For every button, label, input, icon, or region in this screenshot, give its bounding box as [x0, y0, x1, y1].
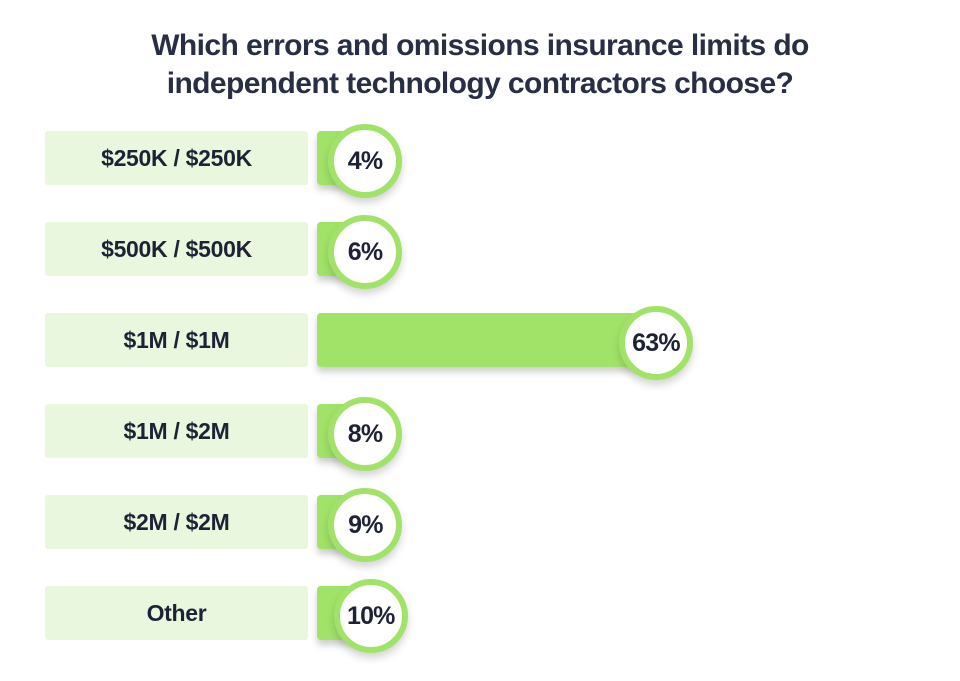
- bar: [317, 313, 656, 367]
- bar-area: 6%: [317, 215, 915, 289]
- category-label-box: $500K / $500K: [45, 222, 308, 276]
- value-label: 4%: [347, 146, 383, 175]
- bar-chart: $250K / $250K 4% $500K / $500K 6%: [45, 124, 915, 653]
- value-circle: 63%: [618, 306, 693, 380]
- value-label: 10%: [346, 601, 395, 630]
- chart-title: Which errors and omissions insurance lim…: [151, 29, 809, 100]
- chart-row: $1M / $1M 63%: [45, 306, 915, 380]
- bar-area: 8%: [317, 397, 915, 471]
- value-circle: 4%: [328, 124, 402, 198]
- value-circle: 6%: [328, 215, 402, 289]
- chart-row: $500K / $500K 6%: [45, 215, 915, 289]
- value-circle: 9%: [328, 488, 403, 562]
- chart-row: Other 10%: [45, 579, 915, 653]
- category-label-box: $1M / $1M: [45, 313, 308, 367]
- category-label: $500K / $500K: [101, 235, 252, 262]
- value-circle: 10%: [333, 579, 408, 653]
- bar-area: 10%: [317, 579, 915, 653]
- chart-row: $2M / $2M 9%: [45, 488, 915, 562]
- value-label: 6%: [347, 237, 383, 266]
- category-label: $2M / $2M: [123, 508, 230, 535]
- bar-area: 9%: [317, 488, 915, 562]
- category-label-box: $1M / $2M: [45, 404, 308, 458]
- bar-area: 63%: [317, 306, 915, 380]
- chart-row: $1M / $2M 8%: [45, 397, 915, 471]
- value-label: 63%: [632, 328, 680, 357]
- category-label-box: $2M / $2M: [45, 495, 308, 549]
- category-label: $1M / $2M: [123, 417, 230, 444]
- value-circle: 8%: [328, 397, 402, 471]
- value-label: 8%: [347, 419, 383, 448]
- category-label: $250K / $250K: [101, 144, 252, 171]
- chart-row: $250K / $250K 4%: [45, 124, 915, 198]
- value-label: 9%: [348, 510, 383, 539]
- category-label-box: $250K / $250K: [45, 131, 308, 185]
- category-label: $1M / $1M: [123, 326, 230, 353]
- bar-area: 4%: [317, 124, 915, 198]
- category-label: Other: [146, 599, 207, 626]
- category-label-box: Other: [45, 586, 308, 640]
